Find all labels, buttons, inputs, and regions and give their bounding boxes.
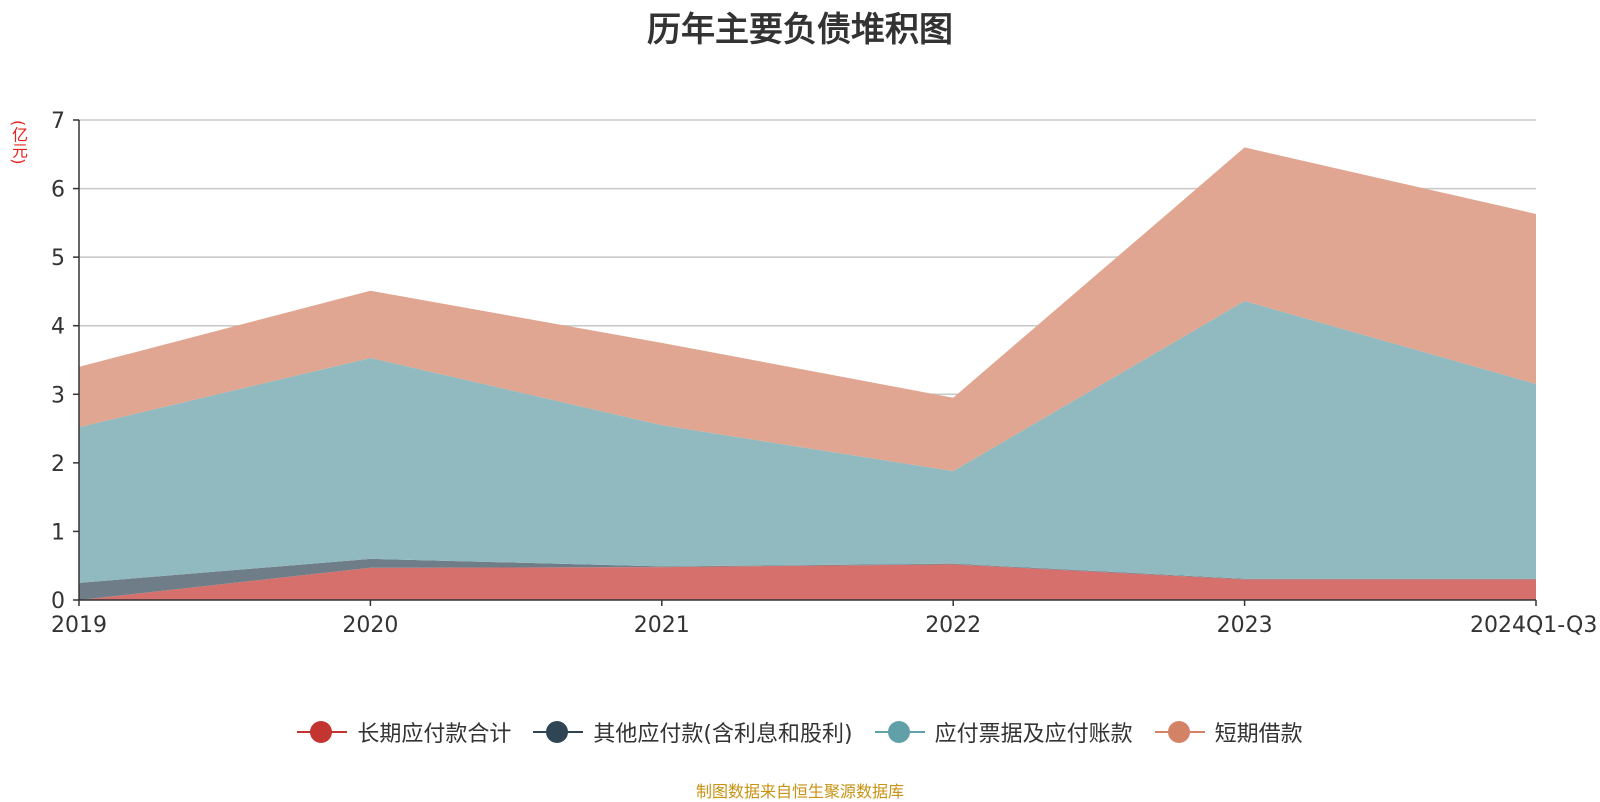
area-series-1 xyxy=(79,558,1536,600)
x-tick-label: 2020 xyxy=(342,613,398,638)
y-tick-label: 2 xyxy=(51,452,65,477)
legend-marker-icon xyxy=(297,721,348,743)
legend-item-3[interactable]: 短期借款 xyxy=(1154,716,1303,748)
y-tick-label: 6 xyxy=(51,178,65,203)
x-tick-label: 2022 xyxy=(925,613,981,638)
y-tick-label: 0 xyxy=(51,589,65,614)
legend-label: 长期应付款合计 xyxy=(357,722,512,747)
chart-title: 历年主要负债堆积图 xyxy=(647,10,953,50)
y-tick-label: 5 xyxy=(51,246,65,271)
legend-marker-icon xyxy=(533,721,584,743)
area-series xyxy=(79,147,1536,600)
x-tick-label: 2023 xyxy=(1217,613,1273,638)
legend-label: 短期借款 xyxy=(1214,722,1303,747)
x-tick-labels: 2019 2020 2021 2022 2023 2024Q1-Q3 xyxy=(51,613,1597,638)
legend-marker-icon xyxy=(1154,721,1205,743)
legend-item-1[interactable]: 其他应付款(含利息和股利) xyxy=(533,716,853,748)
legend-marker-icon xyxy=(874,721,925,743)
legend-label: 应付票据及应付账款 xyxy=(934,722,1133,747)
x-tick-label: 2024Q1-Q3 xyxy=(1470,613,1597,638)
area-series-0 xyxy=(79,564,1536,600)
axes xyxy=(73,119,1537,606)
chart-legend: 长期应付款合计 其他应付款(含利息和股利) 应付票据及应付账款 短期借款 xyxy=(0,716,1600,748)
legend-item-2[interactable]: 应付票据及应付账款 xyxy=(874,716,1133,748)
y-tick-label: 1 xyxy=(51,520,65,545)
y-tick-label: 4 xyxy=(51,315,65,340)
x-tick-label: 2021 xyxy=(634,613,690,638)
x-tick-label: 2019 xyxy=(51,613,107,638)
area-series-2 xyxy=(79,301,1536,583)
legend-label: 其他应付款(含利息和股利) xyxy=(593,722,853,747)
y-axis-unit-label: (亿元) xyxy=(9,120,28,165)
data-source-note: 制图数据来自恒生聚源数据库 xyxy=(695,782,904,801)
y-tick-label: 3 xyxy=(51,383,65,408)
y-tick-label: 7 xyxy=(51,109,65,134)
legend-item-0[interactable]: 长期应付款合计 xyxy=(297,716,511,748)
y-tick-labels: 0 1 2 3 4 5 6 7 xyxy=(51,109,65,614)
area-series-3 xyxy=(79,147,1536,472)
